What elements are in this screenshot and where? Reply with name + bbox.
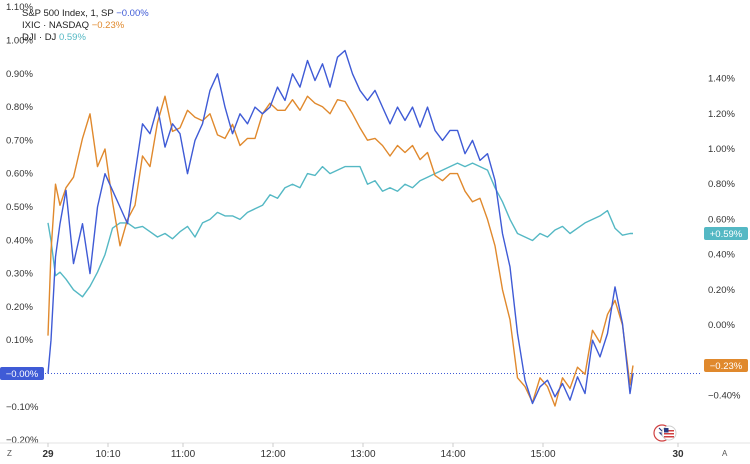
left-tick-label: −0.20%: [6, 435, 39, 446]
left-tick-label: 0.20%: [6, 302, 33, 313]
legend-entry: DJI · DJ 0.59%: [22, 32, 86, 43]
right-tick-label: 0.60%: [708, 214, 735, 225]
right-tick-label: 0.00%: [708, 320, 735, 331]
left-tick-label: 0.30%: [6, 269, 33, 280]
right-tick-label: 0.20%: [708, 285, 735, 296]
left-tick-label: 0.10%: [6, 335, 33, 346]
x-tick-label: 12:00: [260, 449, 285, 460]
x-tick-label: 15:00: [530, 449, 555, 460]
price-badge-0: −0.00%: [0, 367, 44, 380]
series-line-1: [47, 95, 634, 407]
x-tick-label: 29: [42, 449, 54, 460]
left-tick-label: 0.80%: [6, 102, 33, 113]
right-tick-label: 1.40%: [708, 74, 735, 85]
series-line-0: [47, 49, 634, 405]
price-badge-label: −0.00%: [6, 369, 39, 380]
us-flag-icon: [661, 425, 677, 441]
x-tick-label: 11:00: [171, 449, 196, 460]
legend-entry: IXIC · NASDAQ −0.23%: [22, 20, 125, 31]
x-tick-label: 14:00: [440, 449, 465, 460]
time-axis: 29 10:10 11:00 12:00 13:00 14:00 15:00 30: [42, 443, 684, 460]
left-tick-label: 0.50%: [6, 202, 33, 213]
left-tick-label: −0.10%: [6, 402, 39, 413]
timezone-button-label: Z: [7, 449, 12, 458]
legend-change: 0.59%: [59, 32, 86, 43]
auto-scale-button-label: A: [722, 449, 728, 458]
left-tick-label: 1.10%: [6, 2, 33, 13]
legend-change: −0.00%: [116, 8, 149, 19]
right-axis: −0.40% 0.00% 0.20% 0.40% 0.60% 0.80% 1.00% 1.20…: [708, 74, 741, 402]
price-badge-1: −0.23%: [704, 358, 748, 372]
right-tick-label: 1.00%: [708, 144, 735, 155]
left-tick-label: 1.00%: [6, 36, 33, 47]
series-layer: [0, 49, 700, 407]
legend: S&P 500 Index, 1, SP −0.00%IXIC · NASDAQ…: [22, 8, 149, 43]
auto-scale-button[interactable]: A: [722, 449, 728, 458]
left-tick-label: 0.60%: [6, 169, 33, 180]
left-tick-label: 0.70%: [6, 135, 33, 146]
right-tick-label: 0.80%: [708, 179, 735, 190]
timezone-button[interactable]: Z: [7, 449, 12, 458]
legend-entry: S&P 500 Index, 1, SP −0.00%: [22, 8, 149, 19]
right-tick-label: −0.40%: [708, 390, 741, 401]
series-line-2: [47, 162, 633, 298]
legend-change: −0.23%: [92, 20, 125, 31]
price-badges: −0.00% −0.23% +0.59%: [0, 226, 748, 380]
x-tick-label: 30: [672, 449, 684, 460]
x-tick-label: 10:10: [95, 449, 120, 460]
left-tick-label: 0.90%: [6, 69, 33, 80]
x-tick-label: 13:00: [350, 449, 375, 460]
price-badge-label: −0.23%: [710, 361, 743, 372]
right-tick-label: 0.40%: [708, 250, 735, 261]
price-badge-label: +0.59%: [710, 229, 743, 240]
right-tick-label: 1.20%: [708, 109, 735, 120]
price-badge-2: +0.59%: [704, 226, 748, 240]
left-tick-label: 0.40%: [6, 235, 33, 246]
